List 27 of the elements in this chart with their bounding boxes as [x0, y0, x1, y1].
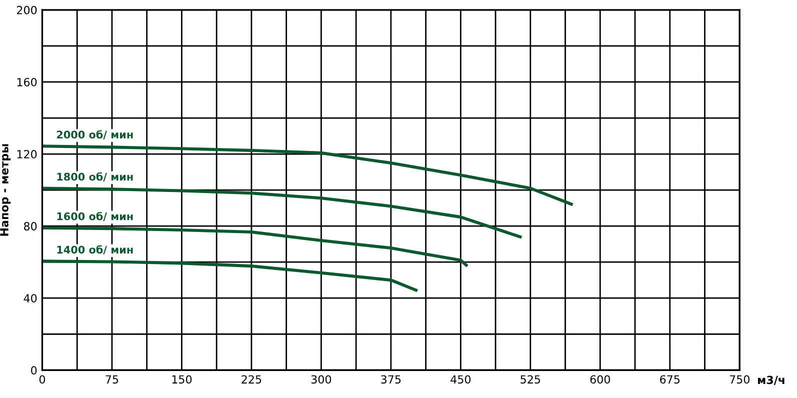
series-label: 2000 об/ мин: [56, 130, 133, 140]
series-label: 1400 об/ мин: [57, 245, 133, 254]
y-tick-label: 0: [31, 366, 37, 375]
line-series: [42, 144, 573, 206]
y-tick-label: 80: [24, 222, 37, 230]
x-tick-label: 600: [590, 375, 610, 384]
x-tick-label: 525: [520, 375, 540, 384]
x-tick-label: 750: [730, 375, 750, 384]
line-series: [42, 186, 522, 238]
x-tick-label: 300: [311, 375, 332, 384]
series-label: 1800 об/ мин: [57, 172, 133, 182]
x-tick-label: 150: [172, 375, 192, 384]
y-tick-label: 200: [16, 6, 37, 14]
x-tick-label: 450: [450, 375, 471, 384]
x-tick-label: 375: [381, 375, 401, 384]
line-series: [42, 260, 418, 292]
y-tick-label: 160: [17, 78, 37, 86]
x-tick-label: 0: [39, 375, 46, 384]
x-tick-label: 75: [106, 375, 118, 384]
series-label: 1600 об/ мин: [57, 212, 133, 222]
line-series: [42, 226, 468, 267]
x-axis-title: м3/ч: [758, 376, 784, 386]
y-tick-label: 40: [24, 294, 37, 302]
x-tick-label: 675: [660, 375, 680, 384]
x-tick-label: 225: [242, 375, 262, 384]
y-tick-label: 120: [17, 150, 37, 158]
y-axis-title: Напор - метры: [0, 144, 11, 236]
